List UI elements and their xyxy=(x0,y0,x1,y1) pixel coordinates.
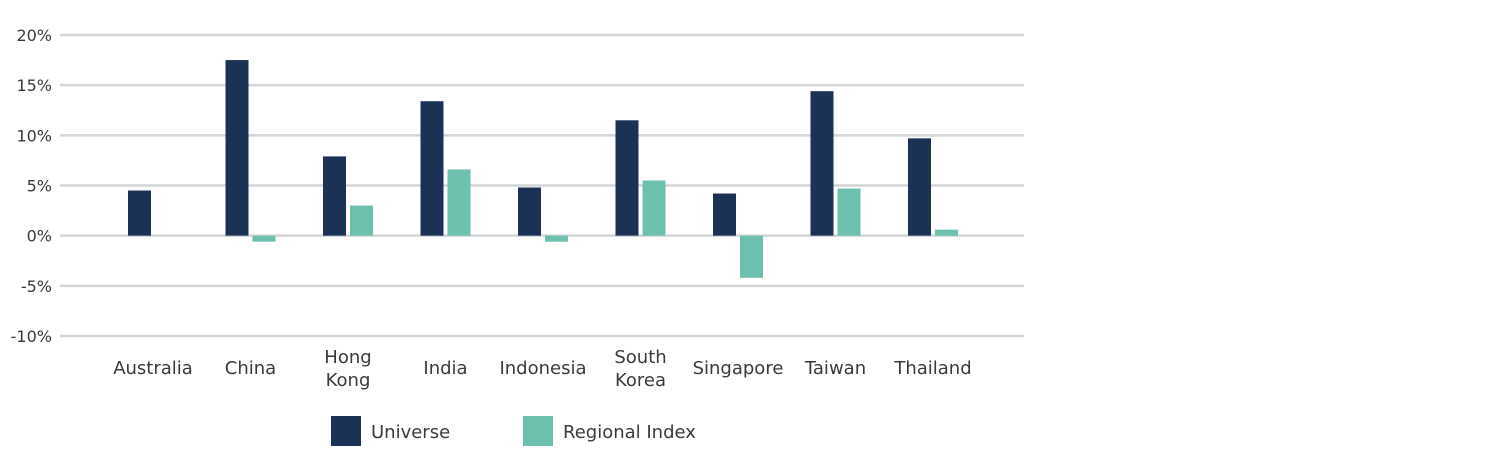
x-tick-label: Hong Kong xyxy=(324,347,371,391)
y-tick-label: 0% xyxy=(27,227,52,246)
legend-label: Regional Index xyxy=(563,422,696,443)
bar-universe xyxy=(225,60,249,236)
y-tick-label: 20% xyxy=(16,26,52,45)
y-axis: 20% 15% 10% 5% 0% -5% -10% xyxy=(11,26,52,346)
legend-swatch xyxy=(523,416,553,446)
bars xyxy=(128,60,958,278)
x-tick-label: Singapore xyxy=(693,358,784,379)
bar-universe xyxy=(420,101,444,236)
bar-universe xyxy=(518,187,541,236)
bar-regional-index xyxy=(447,169,471,236)
x-tick-label: Indonesia xyxy=(499,358,586,379)
legend-label: Universe xyxy=(371,422,450,443)
bar-regional-index xyxy=(740,235,763,278)
legend: Universe Regional Index xyxy=(331,416,696,446)
bar-regional-index xyxy=(837,188,861,236)
bar-universe xyxy=(908,138,931,236)
bar-universe xyxy=(128,190,151,236)
bar-regional-index xyxy=(935,229,958,236)
y-tick-label: 5% xyxy=(27,177,52,196)
x-tick-label: Taiwan xyxy=(804,358,866,379)
gridlines xyxy=(60,33,1024,338)
bar-universe xyxy=(615,120,639,236)
legend-item: Universe xyxy=(331,416,450,446)
x-tick-label: India xyxy=(423,358,467,379)
x-tick-label: Thailand xyxy=(893,358,971,379)
bar-regional-index xyxy=(252,235,276,242)
legend-item: Regional Index xyxy=(523,416,696,446)
y-tick-label: 15% xyxy=(16,76,52,95)
bar-universe xyxy=(810,91,834,236)
y-tick-label: -10% xyxy=(11,327,52,346)
bar-regional-index xyxy=(545,235,568,242)
x-tick-label: South Korea xyxy=(614,347,666,391)
x-tick-label: Australia xyxy=(113,358,193,379)
x-tick-label: China xyxy=(225,358,276,379)
bar-universe xyxy=(713,193,736,236)
y-tick-label: -5% xyxy=(21,277,52,296)
bar-universe xyxy=(323,156,346,236)
bar-regional-index xyxy=(642,180,666,236)
bar-regional-index xyxy=(350,205,373,236)
legend-swatch xyxy=(331,416,361,446)
x-axis: Australia China Hong Kong India Indonesia Sout… xyxy=(113,347,971,391)
y-tick-label: 10% xyxy=(16,126,52,145)
